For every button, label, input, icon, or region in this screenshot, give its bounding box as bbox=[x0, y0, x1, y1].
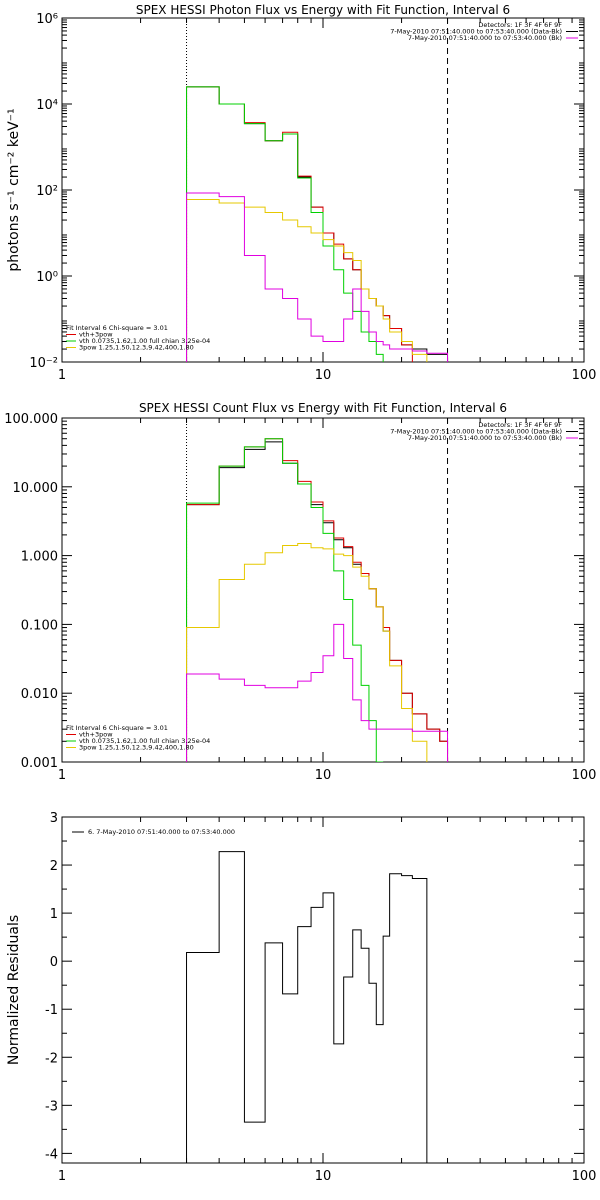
annotation: 7-May-2010 07:51:40.000 to 07:53:40.000 … bbox=[390, 28, 562, 36]
panel-3: 1 10 100 -4 -3 -2 -1 0 1 2 3 Normalized Residuals 6.… bbox=[6, 811, 596, 1184]
series-line-4 bbox=[186, 199, 428, 362]
plot-frame bbox=[61, 17, 585, 363]
series-line-5 bbox=[186, 623, 449, 762]
x-tick-label: 1 bbox=[58, 1169, 66, 1184]
legend-entry: vth+3pow bbox=[79, 731, 113, 739]
y-tick-label: 0.001 bbox=[21, 756, 58, 771]
x-tick-label: 1 bbox=[58, 368, 66, 383]
legend-entry: Fit Interval 6 Chi-square = 3.01 bbox=[66, 324, 168, 332]
legend-entry: vth 0.0735,1.62,1.00 full chian 3.25e-04 bbox=[79, 337, 210, 345]
y-tick-label: 2 bbox=[50, 859, 58, 874]
chart-title: SPEX HESSI Count Flux vs Energy with Fit… bbox=[139, 401, 507, 415]
x-tick-label: 100 bbox=[572, 1169, 597, 1184]
legend-entry: 3pow 1.25,1.50,12.3,9.42,400,1.80 bbox=[79, 744, 194, 752]
y-tick-label: -4 bbox=[45, 1147, 58, 1162]
y-tick-label: 1.000 bbox=[21, 550, 58, 565]
y-tick-label: 1 bbox=[50, 907, 58, 922]
y-axis-label: photons s⁻¹ cm⁻² keV⁻¹ bbox=[6, 108, 22, 271]
annotation: 7-May-2010 07:51:40.000 to 07:53:40.000 … bbox=[408, 34, 562, 42]
series-line-3 bbox=[186, 86, 384, 362]
annotation: 7-May-2010 07:51:40.000 to 07:53:40.000 … bbox=[390, 428, 562, 436]
annotation: 7-May-2010 07:51:40.000 to 07:53:40.000 … bbox=[408, 434, 562, 442]
x-tick-label: 1 bbox=[58, 768, 66, 783]
x-tick-label: 10 bbox=[315, 368, 332, 383]
panel-1: SPEX HESSI Photon Flux vs Energy with Fi… bbox=[6, 3, 596, 383]
x-tick-label: 100 bbox=[572, 768, 597, 783]
y-tick-label: 3 bbox=[50, 811, 58, 826]
plot-frame bbox=[61, 816, 585, 1164]
y-tick-label: -1 bbox=[45, 1003, 58, 1018]
series-line-3 bbox=[186, 438, 384, 762]
plot-frame bbox=[61, 417, 585, 763]
series-line-2 bbox=[186, 438, 449, 762]
chart-title: SPEX HESSI Photon Flux vs Energy with Fi… bbox=[136, 3, 510, 17]
y-tick-label: 0.100 bbox=[21, 618, 58, 633]
series-line-4 bbox=[186, 542, 428, 762]
y-tick-label: 0 bbox=[50, 955, 58, 970]
legend-entry: 6. 7-May-2010 07:51:40.000 to 07:53:40.0… bbox=[88, 828, 235, 836]
legend-entry: Fit Interval 6 Chi-square = 3.01 bbox=[66, 724, 168, 732]
y-tick-label: 0.010 bbox=[21, 687, 58, 702]
x-tick-label: 10 bbox=[315, 768, 332, 783]
y-tick-label: 10.000 bbox=[13, 481, 59, 496]
legend-entry: vth 0.0735,1.62,1.00 full chian 3.25e-04 bbox=[79, 737, 210, 745]
y-axis-label: Normalized Residuals bbox=[6, 915, 22, 1065]
y-tick-label: 10² bbox=[36, 184, 58, 199]
x-tick-label: 10 bbox=[315, 1169, 332, 1184]
legend-entry: vth+3pow bbox=[79, 331, 113, 339]
series-line-2 bbox=[186, 86, 413, 362]
y-tick-label: 10⁶ bbox=[36, 12, 58, 27]
legend-entry: 3pow 1.25,1.50,12.3,9.42,400,1.80 bbox=[79, 344, 194, 352]
series-line-5 bbox=[186, 192, 449, 362]
y-tick-label: 10⁻² bbox=[29, 356, 58, 371]
x-tick-label: 100 bbox=[572, 368, 597, 383]
y-tick-label: 10⁴ bbox=[36, 98, 58, 113]
y-tick-label: -2 bbox=[45, 1051, 58, 1066]
series-line-1 bbox=[186, 86, 449, 362]
y-tick-label: 10⁰ bbox=[36, 270, 58, 285]
series-line-1 bbox=[186, 851, 428, 1163]
series-line-1 bbox=[186, 441, 449, 762]
annotation: Detectors: 1F 3F 4F 6F 9F bbox=[478, 21, 562, 29]
y-tick-label: -3 bbox=[45, 1099, 58, 1114]
annotation: Detectors: 1F 3F 4F 6F 9F bbox=[478, 421, 562, 429]
panel-2: SPEX HESSI Count Flux vs Energy with Fit… bbox=[4, 401, 596, 783]
y-tick-label: 100.000 bbox=[4, 412, 58, 427]
